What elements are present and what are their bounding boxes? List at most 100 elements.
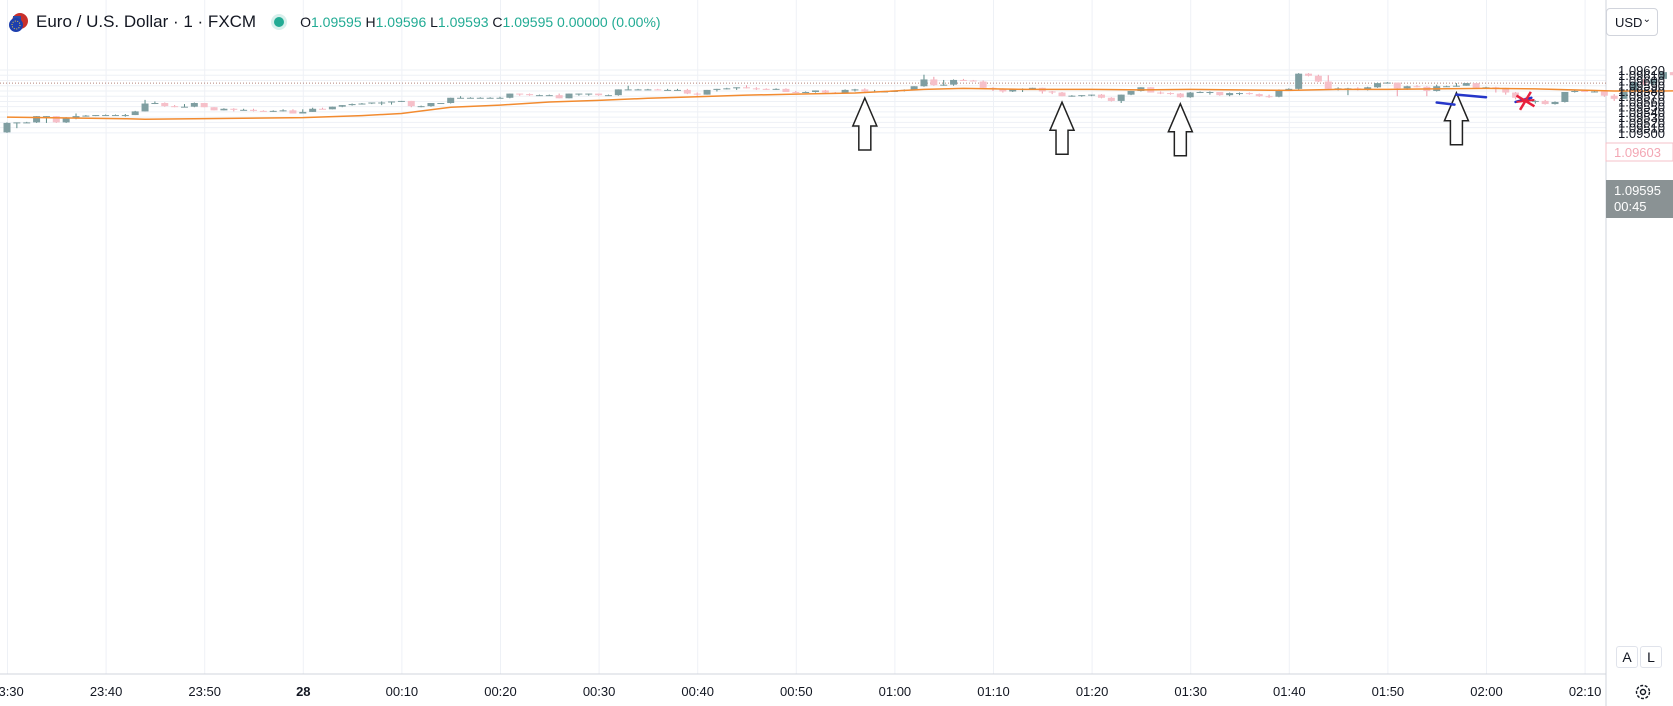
candle (269, 110, 277, 112)
candle-body (812, 90, 820, 93)
settings-gear-icon[interactable] (1632, 681, 1654, 703)
candle-body (526, 94, 534, 96)
candle (13, 122, 21, 129)
candle-body (1157, 92, 1165, 94)
candle (1561, 92, 1569, 103)
candle-body (180, 106, 188, 108)
candle (457, 96, 465, 99)
candle-body (486, 97, 494, 99)
candle-body (427, 103, 435, 107)
candle-body (161, 103, 169, 107)
red-x-marker (1516, 98, 1535, 103)
candle (703, 89, 711, 95)
candle-body (644, 89, 652, 91)
candle (654, 88, 662, 91)
candle (1117, 94, 1125, 104)
candle-body (102, 115, 110, 117)
candle-body (743, 87, 750, 89)
candle-body (999, 89, 1007, 92)
candle (752, 87, 760, 90)
change-value: 0.00000 (0.00%) (557, 14, 661, 30)
candle (585, 93, 593, 96)
market-open-indicator (274, 17, 285, 27)
candle (1216, 92, 1224, 96)
candle-body (210, 107, 218, 111)
candle (259, 110, 267, 112)
candle-body (447, 97, 455, 104)
candle (604, 94, 612, 97)
candle (1088, 94, 1096, 97)
auto-scale-button[interactable]: A (1616, 646, 1638, 668)
candle (1462, 83, 1470, 86)
candle-body (151, 103, 159, 105)
candle (309, 107, 317, 112)
time-tick-label: 23:30 (0, 684, 24, 699)
candle (92, 115, 100, 117)
candle-body (683, 89, 691, 94)
candle (1551, 101, 1559, 105)
candle-body (1068, 95, 1076, 97)
candle-body (1245, 93, 1253, 95)
time-tick-label: 00:40 (681, 684, 714, 699)
up-arrow-marker (851, 96, 878, 151)
candle (171, 105, 179, 108)
candle-body (1196, 92, 1204, 94)
candle-body (1176, 93, 1184, 98)
candle (427, 103, 435, 107)
candle-body (851, 89, 859, 91)
candle (319, 107, 327, 110)
candle-body (1669, 72, 1673, 76)
candle-body (1502, 87, 1510, 93)
log-scale-button[interactable]: L (1640, 646, 1662, 668)
ohlc-values: O1.09595 H1.09596 L1.09593 C1.09595 0.00… (300, 14, 660, 30)
candle-body (1216, 92, 1224, 96)
candle (1324, 75, 1332, 90)
candle (713, 88, 721, 92)
candle (1166, 92, 1174, 95)
candle-body (1295, 73, 1303, 89)
candle (1669, 71, 1673, 76)
candle (388, 101, 396, 105)
candle (1068, 95, 1076, 97)
candle-body (713, 88, 721, 90)
trend-line-drawing (1435, 101, 1456, 106)
candle-body (1640, 82, 1648, 84)
candle-body (72, 116, 80, 118)
symbol-title[interactable]: Euro / U.S. Dollar · 1 · FXCM (36, 12, 257, 31)
candle (23, 121, 31, 124)
candle-body (664, 89, 672, 91)
candle-body (397, 100, 405, 102)
open-key: O (300, 14, 311, 30)
candle-body (1117, 94, 1125, 101)
candle (1443, 85, 1451, 88)
candle-body (1364, 87, 1372, 90)
candle (141, 99, 149, 112)
candle-body (930, 79, 938, 86)
candle-body (733, 87, 741, 89)
candle (1472, 83, 1480, 89)
candle (959, 78, 967, 82)
candle-body (1541, 100, 1549, 105)
candle (792, 90, 800, 94)
candle (1374, 82, 1382, 88)
candle-body (624, 89, 632, 91)
candle-body (1452, 85, 1460, 87)
candle-body (121, 115, 129, 117)
candle (575, 93, 583, 96)
high-key: H (365, 14, 376, 30)
candle (289, 109, 297, 114)
candle (733, 87, 741, 90)
candle (338, 105, 346, 108)
candle-body (1472, 83, 1480, 88)
candle-body (190, 103, 198, 107)
candle-body (42, 116, 50, 118)
candle-body (516, 93, 524, 95)
candle-body (1048, 91, 1056, 93)
candle (1295, 73, 1303, 90)
candle-body (92, 115, 100, 117)
currency-selector[interactable]: USD ⌄ (1606, 8, 1658, 36)
candle-body (407, 100, 415, 107)
time-tick-label: 01:00 (879, 684, 912, 699)
candle-body (1610, 95, 1618, 99)
